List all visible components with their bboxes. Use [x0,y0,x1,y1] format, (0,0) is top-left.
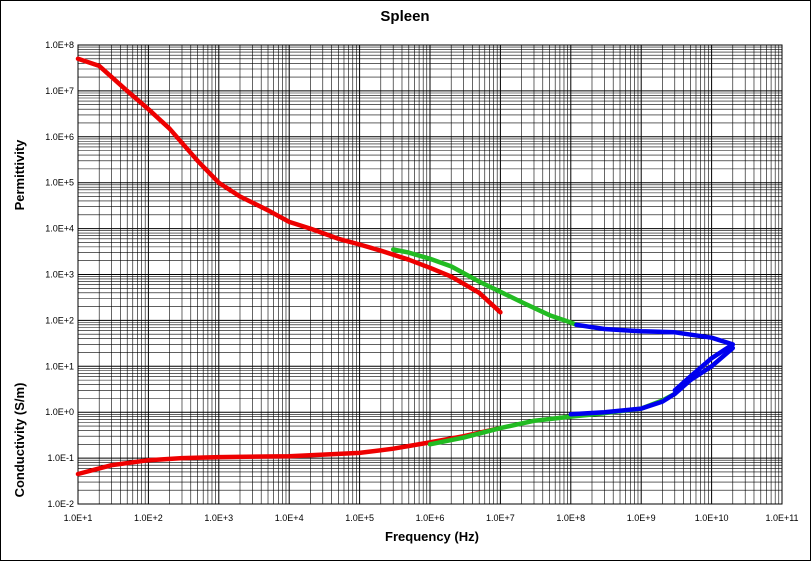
series-line-3 [574,322,736,393]
y-tick-label: 1.0E-1 [47,453,74,463]
y-tick-label: 1.0E+7 [45,86,74,96]
grid [77,45,782,505]
x-axis-title: Frequency (Hz) [385,529,479,544]
x-tick-label: 1.0E+7 [486,513,515,523]
x-tick-label: 1.0E+10 [695,513,729,523]
y-tick-label: 1.0E+2 [45,315,74,325]
series-line-2 [390,247,579,328]
y-tick-labels: 1.0E-2 1.0E-1 1.0E+0 1.0E+1 1.0E+2 1.0E+3 1.0E… [45,40,74,509]
y-axis-title-permittivity: Permittivity [12,139,27,211]
y-tick-label: 1.0E+8 [45,40,74,50]
x-tick-label: 1.0E+8 [556,513,585,523]
series-line-1 [75,56,503,315]
x-tick-label: 1.0E+6 [416,513,445,523]
x-tick-labels: 1.0E+1 1.0E+2 1.0E+3 1.0E+4 1.0E+5 1.0E+6 1.0E… [64,513,799,523]
x-tick-label: 1.0E+9 [627,513,656,523]
series-line-6 [568,345,736,417]
y-tick-label: 1.0E+6 [45,132,74,142]
x-tick-label: 1.0E+11 [765,513,798,523]
y-tick-label: 1.0E-2 [47,499,74,509]
x-tick-label: 1.0E+4 [275,513,304,523]
x-tick-label: 1.0E+2 [134,513,163,523]
x-tick-label: 1.0E+5 [345,513,374,523]
y-tick-label: 1.0E+3 [45,270,74,280]
plot-area-border [77,44,783,505]
series-group [75,56,736,477]
y-axis-title-conductivity: Conductivity (S/m) [12,383,27,498]
y-tick-label: 1.0E+5 [45,178,74,188]
y-tick-label: 1.0E+4 [45,224,74,234]
y-tick-label: 1.0E+1 [45,361,74,371]
chart-title: Spleen [380,8,429,25]
x-tick-label: 1.0E+3 [204,513,233,523]
y-tick-label: 1.0E+0 [45,407,74,417]
x-tick-label: 1.0E+1 [64,513,93,523]
